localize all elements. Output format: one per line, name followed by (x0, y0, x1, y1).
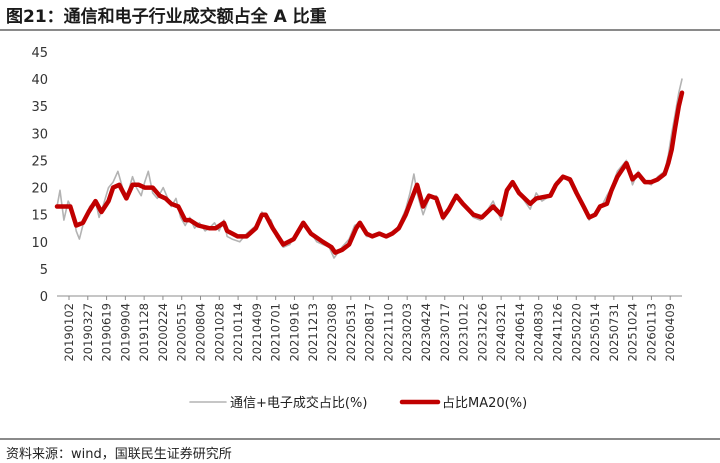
x-tick-label: 20220817 (363, 303, 377, 362)
x-tick-label: 20210916 (287, 303, 301, 362)
x-tick-label: 20241126 (550, 303, 564, 362)
x-tick-label: 20240614 (513, 303, 527, 362)
y-axis: 0 5 10 15 20 25 30 35 40 45 (31, 46, 48, 305)
series-line-ma20 (54, 90, 685, 255)
x-tick-label: 20230424 (419, 303, 433, 362)
x-tick-label: 20190102 (62, 303, 76, 362)
y-tick-label: 20 (31, 182, 48, 197)
series-layer (54, 78, 685, 259)
y-tick-label: 10 (31, 236, 48, 251)
x-axis: 20190102 20190327 20190619 20190904 20191128… (57, 295, 682, 362)
title-divider (0, 29, 720, 31)
x-tick-label: 20230203 (400, 303, 414, 362)
x-tick-label: 20251024 (626, 303, 640, 362)
x-tick-label: 20250220 (569, 303, 583, 362)
x-tick-label: 20201028 (212, 303, 226, 362)
legend-label-ratio: 通信+电子成交占比(%) (230, 395, 367, 411)
footer-divider (0, 438, 720, 440)
x-tick-label: 20210409 (250, 303, 264, 362)
y-tick-label: 45 (31, 46, 48, 61)
x-tick-label: 20220308 (325, 303, 339, 362)
x-tick-label: 20260113 (644, 303, 658, 362)
legend-label-ma20: 占比MA20(%) (442, 396, 527, 411)
x-tick-label: 20221110 (381, 303, 395, 362)
x-tick-label: 20191128 (137, 303, 151, 362)
y-tick-label: 35 (31, 100, 48, 115)
chart-title: 图21：通信和电子行业成交额占全 A 比重 (6, 7, 327, 27)
y-tick-label: 15 (31, 209, 48, 224)
series-line-ratio (56, 78, 683, 259)
y-tick-label: 30 (31, 127, 48, 142)
x-tick-label: 20231226 (475, 303, 489, 362)
x-tick-label: 20200515 (175, 303, 189, 362)
y-tick-label: 0 (40, 290, 48, 305)
x-tick-label: 20190904 (118, 303, 132, 362)
x-tick-label: 20210114 (231, 303, 245, 362)
source-note: 资料来源：wind，国联民生证券研究所 (6, 447, 232, 462)
x-tick-label: 20190327 (81, 303, 95, 362)
x-tick-label: 20200804 (194, 303, 208, 362)
x-tick-label: 20190619 (100, 303, 114, 362)
x-tick-label: 20240321 (494, 303, 508, 362)
x-tick-label: 20250514 (588, 303, 602, 362)
y-tick-label: 40 (31, 73, 48, 88)
x-tick-label: 20231012 (457, 303, 471, 362)
x-tick-label: 20210701 (269, 303, 283, 362)
y-tick-label: 5 (40, 263, 48, 278)
x-tick-label: 20211213 (306, 303, 320, 362)
x-tick-label: 20250731 (607, 303, 621, 362)
legend: 通信+电子成交占比(%) 占比MA20(%) (189, 395, 527, 411)
x-tick-label: 20260409 (663, 303, 677, 362)
x-tick-label: 20230717 (438, 303, 452, 362)
x-tick-label: 20200224 (156, 303, 170, 362)
x-tick-label: 20240830 (532, 303, 546, 362)
x-tick-label: 20220531 (344, 303, 358, 362)
y-tick-label: 25 (31, 154, 48, 169)
